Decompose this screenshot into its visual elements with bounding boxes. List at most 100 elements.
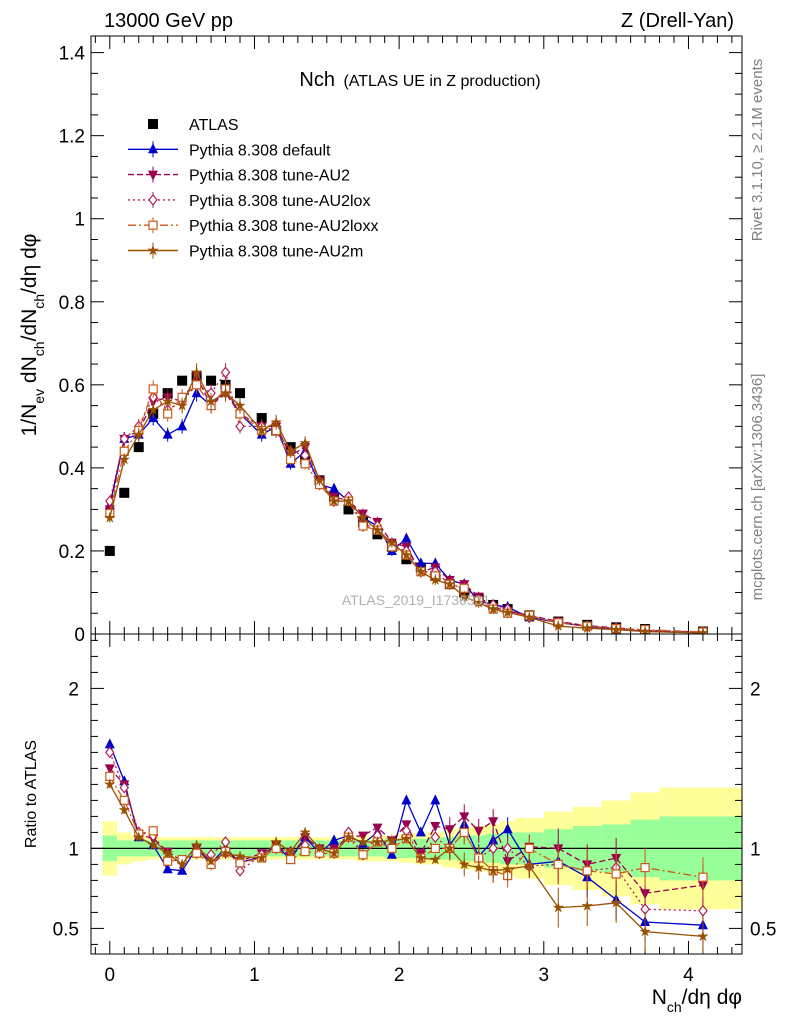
- main-panel: 0 0.2 0.4 0.6 0.8 1 1.2 1.4: [59, 35, 743, 646]
- ratio-point-AU2m: [205, 855, 217, 867]
- main-point-AU2m: [581, 622, 593, 634]
- main-point-AU2m: [190, 366, 203, 378]
- ratio-point-AU2m: [523, 860, 536, 871]
- main-point-AU2lox: [235, 420, 245, 433]
- ratio-point-AU2m: [473, 861, 485, 873]
- main-title-main: Nch: [299, 69, 335, 91]
- main-point-AU2lox: [105, 495, 115, 508]
- main-point-default: [177, 420, 188, 431]
- ratio-point-AU2: [459, 812, 470, 823]
- header-left-label: 13000 GeV pp: [104, 10, 233, 32]
- ratio-y-tick-label-right: 2: [750, 679, 761, 700]
- main-point-AU2m: [342, 495, 355, 506]
- ratio-point-AU2m: [639, 925, 651, 937]
- ratio-y-tick-label: 1: [68, 839, 79, 860]
- main-point-default: [401, 532, 412, 543]
- ratio-point-AU2m: [552, 901, 564, 913]
- legend-label-default: Pythia 8.308 default: [189, 142, 331, 159]
- main-point-AU2m: [219, 387, 232, 398]
- main-y-ticks: 0 0.2 0.4 0.6 0.8 1 1.2 1.4: [59, 44, 742, 646]
- ratio-point-AU2m: [501, 863, 514, 875]
- ratio-point-AU2lox: [698, 904, 708, 917]
- main-point-ATLAS: [119, 487, 130, 498]
- ratio-point-AU2m: [429, 853, 442, 865]
- main-point-AU2m: [429, 574, 442, 585]
- main-y-axis-label: 1/Nev dNch/dNch/dη dφ: [18, 234, 47, 437]
- ratio-point-AU2lox: [502, 842, 513, 855]
- legend-label-AU2m: Pythia 8.308 tune-AU2m: [189, 244, 363, 261]
- main-point-AU2loxx: [300, 459, 310, 469]
- main-point-AU2m: [328, 495, 340, 506]
- x-tick-label: 3: [539, 965, 550, 986]
- ratio-y-tick-label: 0.5: [53, 919, 79, 940]
- main-title: Nch (ATLAS UE in Z production): [299, 69, 540, 91]
- ratio-line-AU2m: [109, 784, 703, 938]
- main-point-AU2m: [205, 395, 217, 407]
- main-point-default: [415, 557, 426, 568]
- main-point-AU2m: [270, 416, 282, 428]
- main-point-AU2m: [161, 395, 174, 407]
- legend-item-AU2lox: Pythia 8.308 tune-AU2lox: [128, 191, 370, 210]
- main-y-tick-label: 0.4: [59, 459, 86, 480]
- ratio-point-AU2m: [357, 836, 369, 847]
- main-point-ATLAS: [235, 388, 246, 399]
- legend-label-AU2lox: Pythia 8.308 tune-AU2lox: [189, 193, 370, 210]
- legend-marker-default: [148, 143, 158, 154]
- x-tick-label: 4: [683, 965, 694, 986]
- legend-marker-AU2m: [147, 244, 159, 256]
- ratio-series-AU2m: [104, 778, 709, 954]
- ratio-point-AU2m: [458, 858, 470, 870]
- ylabel-subscript: ch: [31, 294, 47, 309]
- legend-label-ATLAS: ATLAS: [189, 117, 239, 134]
- main-y-tick-label: 0.2: [59, 542, 85, 563]
- main-point-AU2m: [176, 399, 188, 411]
- ratio-point-AU2m: [342, 831, 355, 843]
- main-point-ATLAS: [177, 375, 188, 386]
- ratio-point-AU2m: [118, 804, 130, 815]
- ratio-y-axis-label: Ratio to ATLAS: [23, 740, 40, 848]
- main-point-AU2m: [234, 399, 246, 411]
- x-tick-label: 1: [249, 965, 260, 986]
- main-point-AU2m: [415, 565, 427, 577]
- x-tick-label: 2: [394, 965, 405, 986]
- ratio-point-AU2m: [386, 834, 398, 846]
- ratio-panel: 0.5 0.5 1 1 2 2 0 1 2 3 4: [53, 633, 776, 986]
- main-point-AU2m: [371, 524, 384, 536]
- ratio-point-AU2m: [487, 864, 499, 876]
- ratio-point-AU2m: [284, 845, 297, 857]
- ratio-y-tick-label: 2: [68, 679, 79, 700]
- ratio-point-AU2m: [104, 778, 116, 790]
- ratio-point-AU2loxx: [358, 850, 368, 860]
- main-point-AU2m: [104, 511, 116, 523]
- ratio-point-AU2lox: [119, 781, 130, 794]
- ratio-point-AU2m: [400, 832, 413, 844]
- main-point-default: [162, 428, 173, 439]
- main-point-AU2m: [133, 428, 145, 440]
- ratio-point-AU2m: [444, 842, 456, 854]
- ratio-point-AU2loxx: [192, 848, 202, 858]
- mcplots-label: mcplots.cern.ch [arXiv:1306.3436]: [749, 374, 766, 601]
- main-y-tick-label: 1.2: [59, 127, 85, 148]
- legend-marker-AU2lox: [148, 193, 158, 206]
- ratio-point-default: [104, 738, 115, 749]
- ratio-point-AU2lox: [430, 831, 441, 844]
- legend-item-AU2: Pythia 8.308 tune-AU2: [128, 166, 350, 185]
- ratio-y-ticks: 0.5 0.5 1 1 2 2: [53, 639, 776, 945]
- main-point-AU2lox: [119, 432, 130, 445]
- legend-marker-AU2loxx: [148, 220, 158, 230]
- ratio-point-AU2loxx: [553, 859, 563, 870]
- ratio-point-AU2m: [328, 847, 340, 859]
- ratio-y-tick-label-right: 0.5: [750, 919, 776, 940]
- legend-item-AU2loxx: Pythia 8.308 tune-AU2loxx: [128, 217, 378, 235]
- ratio-point-AU2m: [270, 836, 282, 847]
- xlabel-subscript: ch: [667, 999, 682, 1015]
- rivet-label: Rivet 3.1.10, ≥ 2.1M events: [749, 59, 766, 242]
- ylabel-text: /dη dφ: [18, 234, 41, 294]
- main-point-ATLAS: [206, 375, 217, 386]
- legend-marker-ATLAS: [148, 119, 158, 129]
- main-point-AU2m: [458, 590, 470, 602]
- main-point-AU2m: [444, 578, 456, 590]
- main-series-AU2m: [104, 363, 709, 634]
- main-title-sub: (ATLAS UE in Z production): [343, 73, 540, 90]
